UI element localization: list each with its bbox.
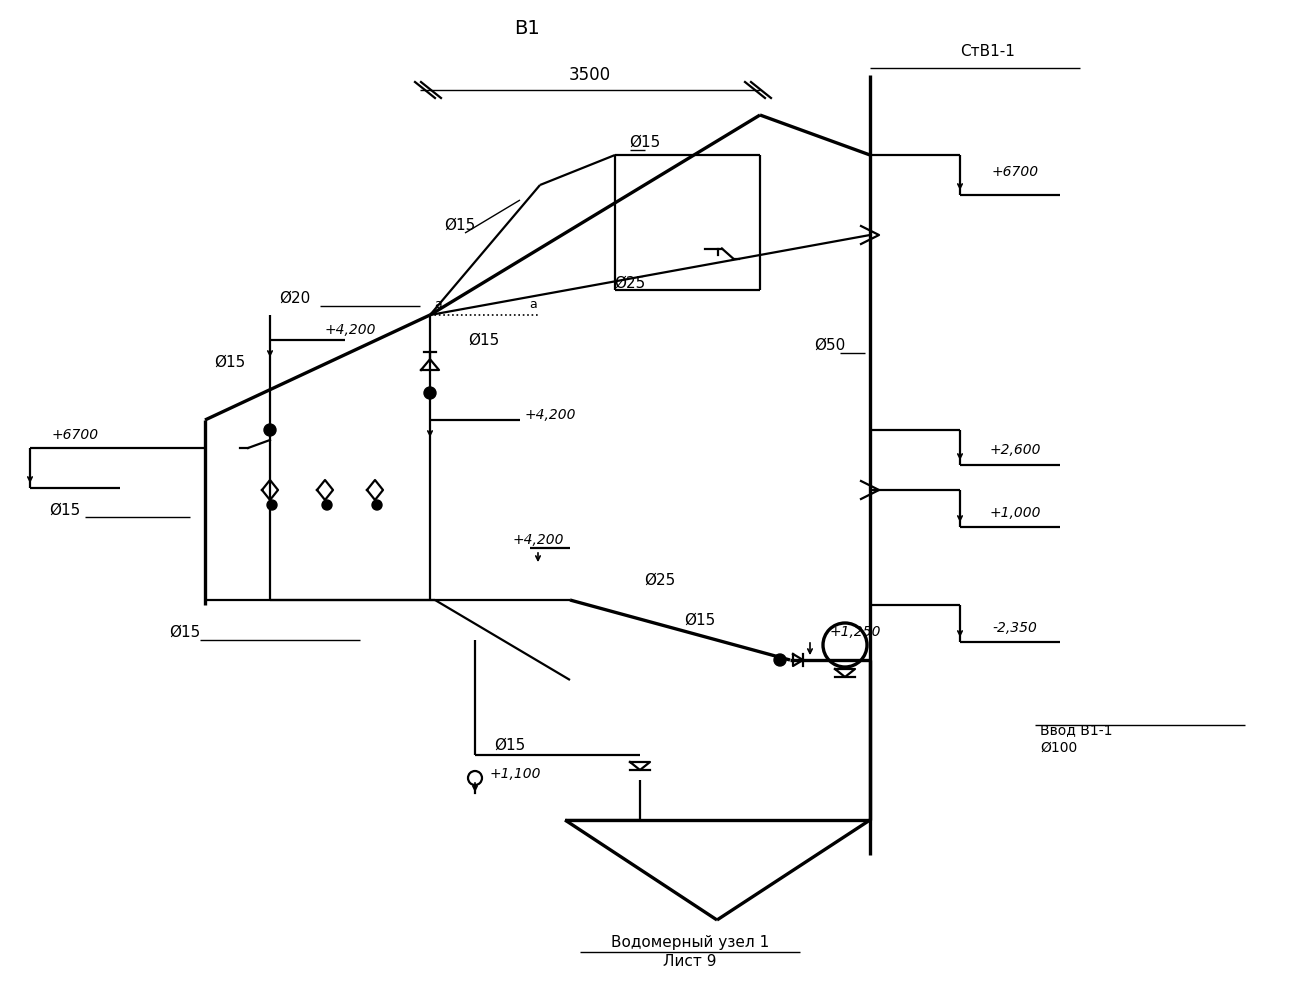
Text: 3500: 3500 — [569, 66, 611, 84]
Text: Ø15: Ø15 — [629, 135, 660, 150]
Circle shape — [423, 387, 436, 399]
Text: Ø25: Ø25 — [614, 276, 646, 291]
Circle shape — [267, 500, 277, 510]
Text: Ввод В1-1: Ввод В1-1 — [1040, 723, 1112, 737]
Text: Ø20: Ø20 — [280, 291, 311, 305]
Text: +1,250: +1,250 — [830, 625, 882, 639]
Text: +4,200: +4,200 — [513, 533, 563, 547]
Text: СтВ1-1: СтВ1-1 — [960, 44, 1015, 59]
Text: a: a — [530, 298, 537, 311]
Text: В1: В1 — [514, 19, 540, 37]
Text: Ø15: Ø15 — [215, 355, 246, 369]
Text: +4,200: +4,200 — [325, 323, 377, 337]
Circle shape — [372, 500, 382, 510]
Text: Ø15: Ø15 — [444, 218, 475, 232]
Circle shape — [264, 424, 276, 436]
Circle shape — [774, 654, 786, 666]
Text: Водомерный узел 1: Водомерный узел 1 — [611, 935, 769, 950]
Text: Ø15: Ø15 — [467, 333, 500, 348]
Text: +6700: +6700 — [52, 428, 98, 442]
Text: a: a — [434, 298, 442, 311]
Text: Ø25: Ø25 — [645, 572, 676, 587]
Text: Ø15: Ø15 — [170, 624, 201, 639]
Text: Ø15: Ø15 — [495, 738, 526, 753]
Text: Ø15: Ø15 — [49, 502, 80, 517]
Text: +4,200: +4,200 — [524, 408, 576, 422]
Text: Ø15: Ø15 — [684, 613, 716, 627]
Text: Ø100: Ø100 — [1040, 741, 1077, 755]
Circle shape — [322, 500, 332, 510]
Text: +6700: +6700 — [992, 165, 1039, 179]
Text: Лист 9: Лист 9 — [663, 954, 716, 969]
Text: Ø50: Ø50 — [815, 338, 846, 353]
Text: +2,600: +2,600 — [989, 443, 1041, 457]
Text: -2,350: -2,350 — [992, 621, 1037, 635]
Text: +1,100: +1,100 — [490, 767, 541, 781]
Text: +1,000: +1,000 — [989, 506, 1041, 520]
